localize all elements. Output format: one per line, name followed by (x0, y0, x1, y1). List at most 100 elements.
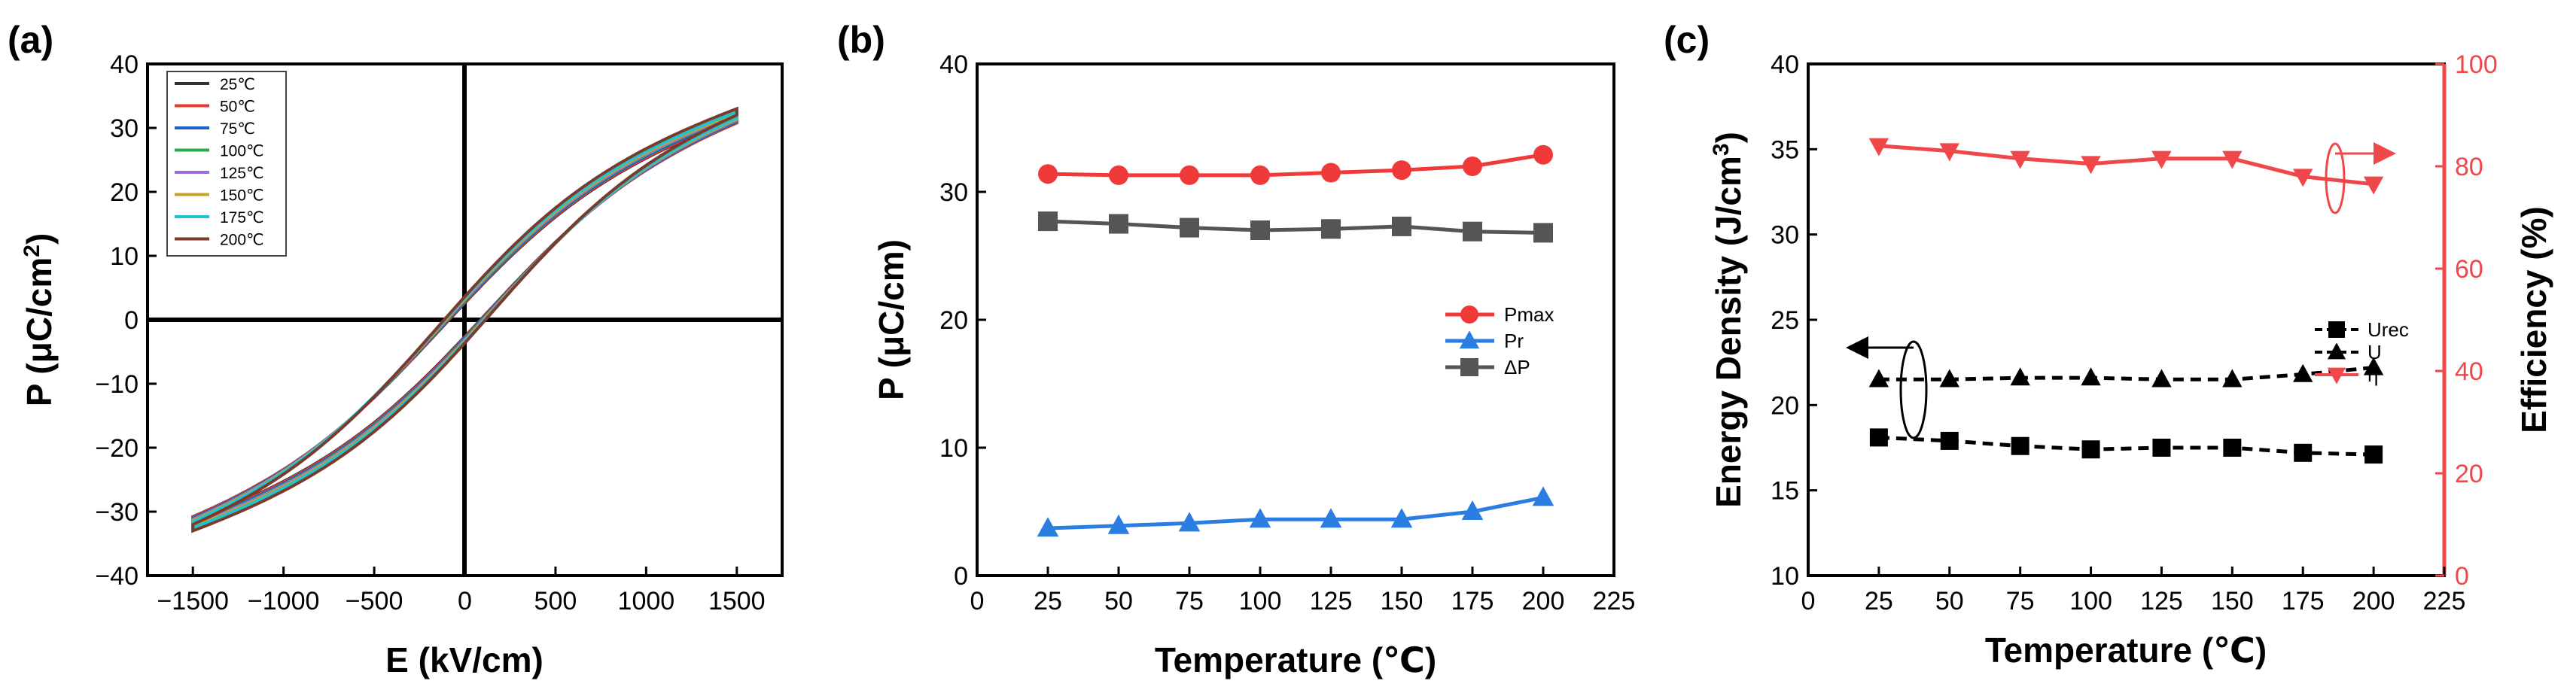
panel-c-legend-marker-urec (2328, 321, 2345, 338)
panel-b-y-ticks: 0 10 20 30 40 (939, 50, 986, 591)
panel-a-x-tick-label: 1500 (708, 587, 766, 615)
panel-c-annotations (1846, 142, 2396, 439)
panel-a-x-tick-label: 500 (534, 587, 577, 615)
panel-b-x-tick-label: 175 (1451, 587, 1494, 615)
data-point-pmax (1250, 165, 1270, 185)
panel-b-x-tick-label: 150 (1381, 587, 1423, 615)
data-point-p (1038, 211, 1058, 232)
data-point-u (2293, 363, 2313, 382)
panel-a-legend-box (166, 71, 287, 257)
panel-c-label: (c) (1664, 19, 1710, 61)
panel-a-legend-label: 200℃ (220, 232, 264, 249)
panel-c-left-y-tick-label: 30 (1771, 221, 1799, 250)
panel-b-x-tick-label: 225 (1593, 587, 1636, 615)
panel-b-legend-label: Pr (1504, 330, 1524, 352)
panel-c-left-y-tick-label: 40 (1771, 50, 1799, 79)
data-point-p (1321, 219, 1341, 239)
panel-c-legend-label: Urec (2367, 318, 2409, 341)
data-point-pmax (1038, 164, 1058, 184)
data-point-u (2151, 369, 2172, 388)
panel-c-x-ticks: 0 25 50 75 100 125 150 175 200 225 (1801, 567, 2466, 615)
panel-a-y-tick-label: 0 (124, 306, 139, 335)
ellipse-annotation-right (2325, 142, 2346, 214)
panel-a-y-tick-label: 20 (110, 178, 139, 207)
data-point-u (2222, 369, 2243, 388)
data-point-item (2293, 169, 2313, 187)
panel-b-legend-marker-p (1460, 358, 1478, 376)
data-point-pr (1532, 486, 1554, 506)
panel-c-right-y-axis-label: Efficiency (%) (2514, 206, 2553, 433)
data-point-pr (1320, 508, 1342, 528)
panel-c-right-y-tick-label: 100 (2455, 50, 2498, 79)
panel-c-x-tick-label: 75 (2006, 587, 2035, 615)
panel-c-right-y-tick-label: 0 (2455, 562, 2469, 591)
panel-a-x-tick-label: −1500 (157, 587, 229, 615)
panel-a-y-axis-label-sup: 2 (20, 245, 44, 257)
data-point-pr (1107, 514, 1130, 534)
data-point-u (2363, 357, 2384, 375)
panel-a-y-tick-label: 10 (110, 242, 139, 271)
data-point-urec (2011, 436, 2029, 455)
series-line-urec (1878, 435, 2374, 457)
panel-b-legend-label: ΔP (1504, 356, 1530, 378)
series-line-u (1878, 366, 2374, 381)
panel-b-legend-label: Pmax (1504, 303, 1554, 326)
panel-a-curves (191, 106, 738, 533)
data-point-p (1109, 214, 1128, 234)
panel-b-y-tick-label: 30 (939, 178, 968, 207)
data-point-p (1180, 217, 1199, 238)
panel-c-right-y-tick-label: 80 (2455, 153, 2483, 181)
data-point-urec (2364, 445, 2383, 464)
data-point-item (2010, 150, 2030, 169)
panel-a-legend-label: 100℃ (220, 143, 264, 160)
panel-b-y-tick-label: 0 (954, 562, 968, 591)
panel-c-x-tick-label: 225 (2423, 587, 2466, 615)
data-point-pmax (1392, 160, 1411, 181)
panel-c-frame (1807, 62, 2446, 577)
panel-a-x-tick-label: −1000 (248, 587, 320, 615)
data-point-pr (1390, 508, 1413, 528)
data-point-pmax (1109, 165, 1128, 185)
panel-c-right-y-ticks: 0 20 40 60 80 100 (2435, 50, 2498, 591)
panel-c-left-y-ticks: 10 15 20 25 30 35 40 (1771, 50, 1817, 591)
panel-b-x-axis-label: Temperature (℃) (1155, 640, 1436, 679)
series-line-pr (1047, 495, 1544, 530)
data-point-item (2222, 150, 2243, 169)
panel-c-legend-marker-item (2327, 367, 2346, 384)
panel-b-y-tick-label: 10 (939, 434, 968, 463)
panel-a-legend-label: 175℃ (220, 209, 264, 226)
data-point-pmax (1321, 163, 1341, 183)
data-point-u (1939, 369, 1959, 388)
data-point-u (1868, 369, 1889, 388)
panel-c-right-y-tick-label: 60 (2455, 255, 2483, 284)
panel-c-left-y-axis-label-end: ) (1709, 132, 1748, 143)
panel-a-y-axis-label-main: P (μC/cm (20, 257, 59, 407)
panel-b-y-axis-label: P (μC/cm) (872, 239, 911, 400)
panel-b-y-tick-label: 40 (939, 50, 968, 79)
panel-a-y-axis-label-end: ) (20, 233, 59, 245)
panel-c: (c) 0 25 50 75 100 125 150 175 200 225 1015202530… (1664, 19, 2553, 670)
panel-b-x-tick-label: 25 (1034, 587, 1062, 615)
data-point-pr (1178, 512, 1201, 532)
panel-a-legend-label: 50℃ (220, 99, 255, 116)
panel-c-x-tick-label: 125 (2140, 587, 2183, 615)
panel-c-left-y-tick-label: 35 (1771, 135, 1799, 164)
panel-c-x-tick-label: 0 (1801, 587, 1816, 615)
panel-c-x-tick-label: 100 (2069, 587, 2112, 615)
panel-b-label: (b) (837, 19, 885, 61)
panel-c-left-y-axis-label-sup: 3 (1709, 143, 1734, 156)
panel-b-x-tick-label: 0 (970, 587, 985, 615)
data-point-p (1250, 220, 1270, 240)
panel-a-x-ticks: −1500 −1000 −500 0 500 1000 1500 (157, 567, 766, 615)
panel-b-x-tick-label: 50 (1104, 587, 1133, 615)
panel-a-legend-label: 125℃ (220, 165, 264, 182)
hysteresis-loop-200 (191, 106, 738, 533)
panel-b-x-tick-label: 125 (1310, 587, 1353, 615)
panel-a-y-ticks: −40 −30 −20 −10 0 10 20 30 40 (95, 50, 157, 591)
panel-c-x-tick-label: 200 (2352, 587, 2395, 615)
panel-a-x-tick-label: −500 (346, 587, 403, 615)
panel-c-right-y-tick-label: 20 (2455, 460, 2483, 488)
data-point-p (1392, 216, 1411, 236)
